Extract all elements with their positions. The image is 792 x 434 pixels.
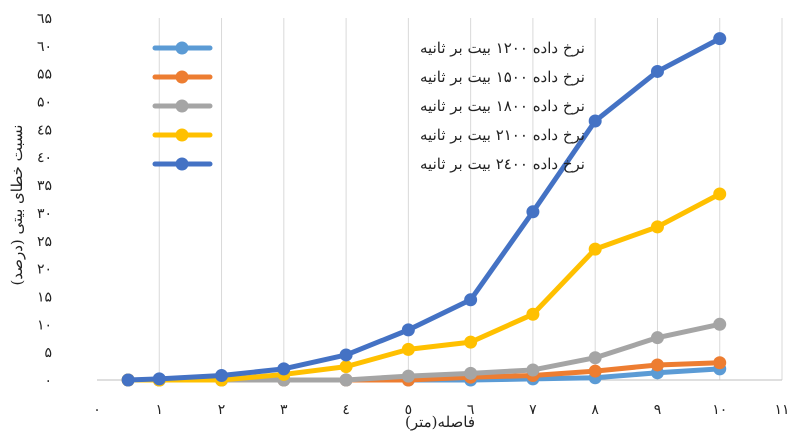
y-tick-label: ۲۰ bbox=[37, 262, 52, 278]
data-point bbox=[401, 323, 415, 337]
legend-item: نرخ داده ۲۱۰۰ بیت بر ثانیه bbox=[152, 126, 585, 144]
legend-swatch-marker bbox=[175, 99, 189, 113]
data-point bbox=[526, 363, 540, 377]
x-tick-label: ۸ bbox=[591, 402, 599, 418]
legend-swatch-marker bbox=[175, 128, 189, 142]
data-point bbox=[526, 205, 540, 219]
series-line bbox=[125, 36, 723, 383]
x-tick-label: ۰ bbox=[93, 402, 101, 418]
data-point bbox=[526, 307, 540, 321]
data-point bbox=[588, 242, 602, 256]
y-tick-label: ٤۰ bbox=[37, 150, 52, 166]
legend-item: نرخ داده ۱۵۰۰ بیت بر ثانیه bbox=[152, 68, 585, 86]
y-tick-label: ٦۵ bbox=[37, 11, 52, 27]
y-tick-label: ۳۰ bbox=[37, 206, 52, 222]
x-tick-label: ٥ bbox=[405, 402, 413, 418]
x-tick-label: ۲ bbox=[218, 402, 226, 418]
data-point bbox=[215, 369, 229, 383]
y-tick-label: ٤۵ bbox=[37, 122, 52, 138]
data-point bbox=[464, 293, 478, 307]
data-point bbox=[650, 331, 664, 345]
data-point bbox=[588, 364, 602, 378]
x-tick-label: ۷ bbox=[529, 402, 537, 418]
legend-swatch-marker bbox=[175, 41, 189, 55]
series-lines bbox=[121, 32, 727, 387]
y-tick-label: ۱۰ bbox=[37, 317, 52, 333]
data-point bbox=[277, 362, 291, 376]
x-tick-label: ٦ bbox=[467, 402, 475, 418]
series-4 bbox=[121, 187, 727, 387]
legend-swatch-marker bbox=[175, 70, 189, 84]
y-tick-label: ۵۵ bbox=[37, 67, 52, 83]
data-point bbox=[650, 220, 664, 234]
data-point bbox=[401, 342, 415, 356]
y-tick-label: ۲۵ bbox=[37, 234, 52, 250]
x-axis-title: فاصله(متر) bbox=[405, 413, 475, 431]
data-point bbox=[339, 360, 353, 374]
series-line bbox=[125, 191, 723, 383]
x-tick-label: ٤ bbox=[342, 402, 350, 418]
y-tick-label: ۵۰ bbox=[37, 95, 52, 111]
x-tick-label: ۳ bbox=[280, 402, 288, 418]
data-point bbox=[713, 187, 727, 201]
data-point bbox=[152, 372, 166, 386]
data-point bbox=[713, 317, 727, 331]
legend-label: نرخ داده ۱۲۰۰ بیت بر ثانیه bbox=[420, 39, 585, 57]
data-point bbox=[650, 64, 664, 78]
x-tick-label: ۹ bbox=[654, 402, 662, 418]
legend-label: نرخ داده ۲۱۰۰ بیت بر ثانیه bbox=[420, 126, 585, 144]
legend-label: نرخ داده ۲٤۰۰ بیت بر ثانیه bbox=[420, 155, 585, 173]
y-tick-label: ۳۵ bbox=[37, 178, 52, 194]
legend-item: نرخ داده ۱۲۰۰ بیت بر ثانیه bbox=[152, 39, 585, 57]
legend: نرخ داده ۱۲۰۰ بیت بر ثانیه نرخ داده ۱۵۰۰ … bbox=[152, 39, 585, 173]
data-point bbox=[121, 373, 135, 387]
y-tick-label: ۰ bbox=[44, 373, 52, 389]
legend-swatch-marker bbox=[175, 157, 189, 171]
y-tick-label: ٦۰ bbox=[37, 39, 52, 55]
data-point bbox=[588, 351, 602, 365]
legend-item: نرخ داده ۲٤۰۰ بیت بر ثانیه bbox=[152, 155, 585, 173]
legend-label: نرخ داده ۱۵۰۰ بیت بر ثانیه bbox=[420, 68, 585, 86]
legend-label: نرخ داده ۱۸۰۰ بیت بر ثانیه bbox=[420, 97, 585, 115]
data-point bbox=[713, 32, 727, 46]
x-tick-label: ۱۰ bbox=[712, 402, 727, 418]
data-point bbox=[713, 356, 727, 370]
data-point bbox=[339, 373, 353, 387]
y-tick-label: ۵ bbox=[44, 345, 52, 361]
x-tick-label: ۱ bbox=[156, 402, 164, 418]
series-5 bbox=[121, 32, 727, 387]
legend-item: نرخ داده ۱۸۰۰ بیت بر ثانیه bbox=[152, 97, 585, 115]
data-point bbox=[464, 335, 478, 349]
data-point bbox=[401, 369, 415, 383]
data-point bbox=[464, 366, 478, 380]
data-point bbox=[588, 114, 602, 128]
y-tick-label: ۱۵ bbox=[37, 289, 52, 305]
x-tick-label: ۱۱ bbox=[774, 402, 789, 418]
data-point bbox=[650, 358, 664, 372]
y-axis-title: نسبت خطای بیتی (درصد) bbox=[8, 125, 26, 286]
data-point bbox=[339, 348, 353, 362]
